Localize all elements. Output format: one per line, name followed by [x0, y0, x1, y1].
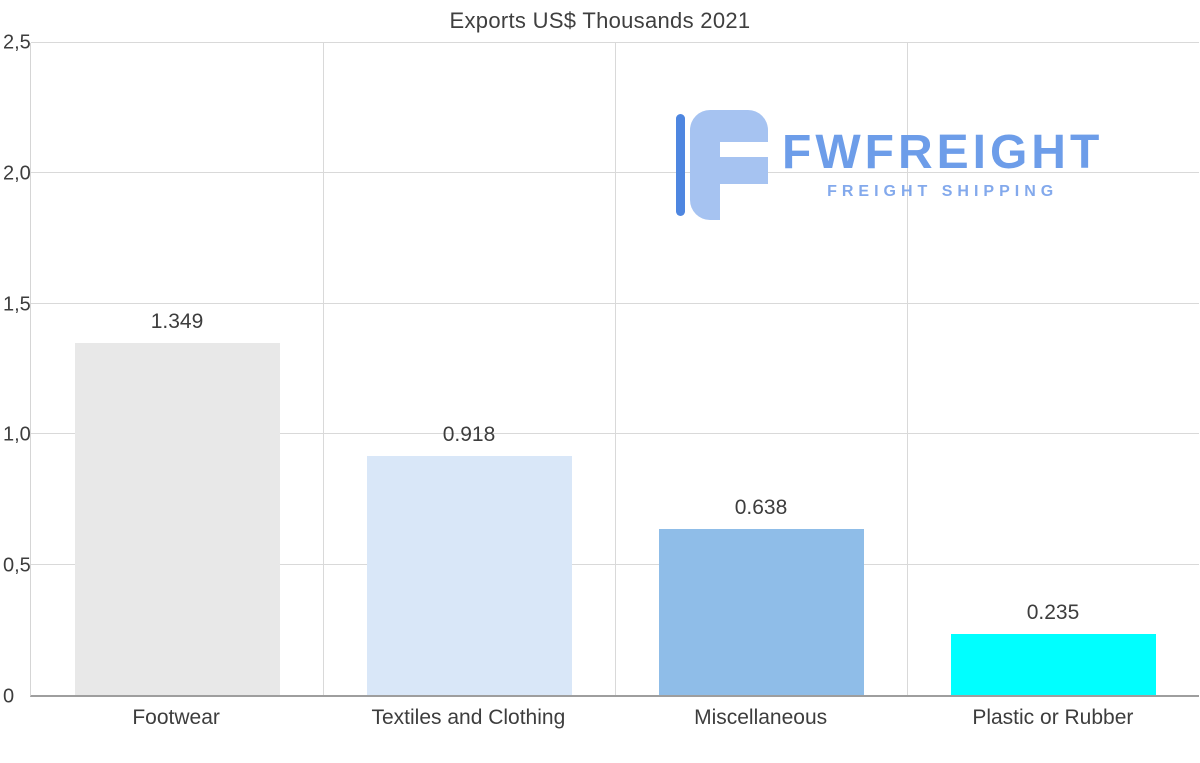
- y-tick-label: 2,5: [3, 31, 31, 54]
- watermark-text-block: FWFREIGHT FREIGHT SHIPPING: [782, 129, 1103, 201]
- x-category-label-plastic-or-rubber: Plastic or Rubber: [972, 706, 1134, 729]
- fwfreight-logo-icon: [676, 110, 768, 221]
- x-category-label-miscellaneous: Miscellaneous: [694, 706, 828, 729]
- bar-value-label-textiles-and-clothing: 0.918: [442, 422, 496, 446]
- y-axis-tick-labels: 0 0,5 1,0 1,5 2,0 2,5: [0, 32, 31, 708]
- x-axis-category-labels: Footwear Textiles and Clothing Miscellaneo…: [30, 706, 1199, 738]
- x-category-label-textiles-and-clothing: Textiles and Clothing: [371, 706, 566, 729]
- chart-title: Exports US$ Thousands 2021: [449, 8, 751, 33]
- v-gridline: [615, 43, 616, 695]
- v-gridline: [323, 43, 324, 695]
- y-tick-label: 2,0: [3, 162, 31, 185]
- bar-textiles-and-clothing: [366, 455, 572, 695]
- x-category-label-footwear: Footwear: [132, 706, 220, 729]
- y-tick-label: 1,0: [3, 423, 31, 446]
- h-gridline: [31, 42, 1199, 43]
- watermark-tagline: FREIGHT SHIPPING: [827, 183, 1059, 200]
- y-tick-label: 0,5: [3, 554, 31, 577]
- y-tick-label: 0: [3, 685, 15, 708]
- bar-miscellaneous: [658, 528, 864, 695]
- watermark-brand: FWFREIGHT: [782, 126, 1104, 179]
- plot-area: FWFREIGHT FREIGHT SHIPPING 1.349 0.918 0.6…: [30, 42, 1199, 697]
- v-gridline: [907, 43, 908, 695]
- watermark-logo: FWFREIGHT FREIGHT SHIPPING: [676, 109, 1103, 221]
- bar-value-label-footwear: 1.349: [150, 310, 204, 334]
- bar-value-label-miscellaneous: 0.638: [734, 495, 788, 519]
- bar-plastic-or-rubber: [950, 633, 1156, 695]
- bar-value-label-plastic-or-rubber: 0.235: [1026, 600, 1080, 624]
- y-tick-label: 1,5: [3, 293, 31, 316]
- bar-footwear: [74, 343, 280, 695]
